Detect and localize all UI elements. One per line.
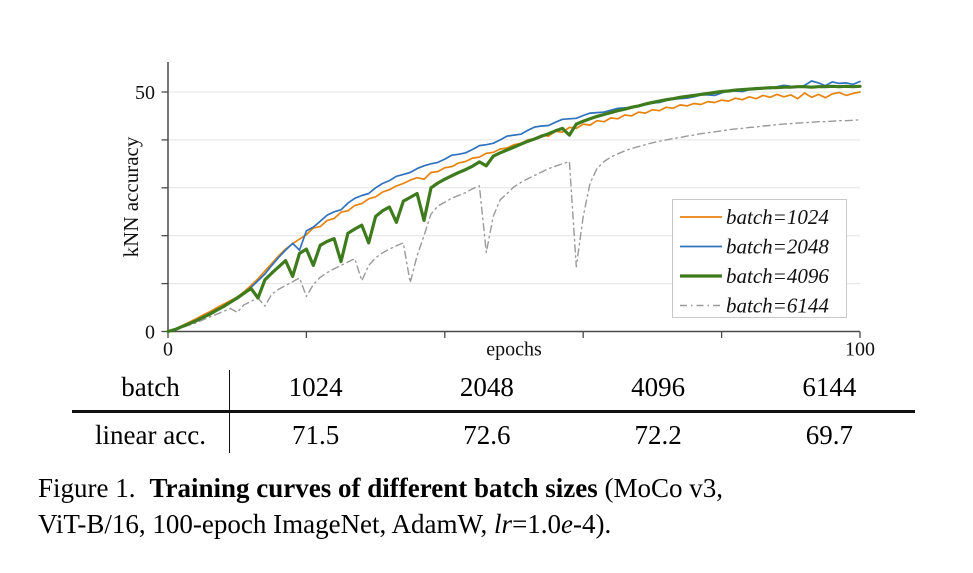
series-line-batch-6144 (167, 119, 861, 333)
caption-figure-label: Figure 1. (38, 473, 136, 503)
table-header-2048: 2048 (401, 370, 573, 413)
table-header-6144: 6144 (743, 370, 915, 413)
batch-accuracy-table: batch 1024 2048 4096 6144 linear acc. 71… (72, 370, 915, 453)
legend-label-batch-1024: batch=1024 (726, 205, 829, 229)
legend-box (672, 199, 847, 318)
table-cell-acc-4096: 72.2 (634, 420, 682, 450)
x-tick-label: 0 (163, 339, 173, 361)
legend-label-batch-4096: batch=4096 (726, 264, 829, 288)
training-curves-chart: 0 50 0 100 epochs kNN accuracy batch=1024 batch… (119, 62, 875, 361)
table-cell-acc-1024: 71.5 (292, 420, 340, 450)
table-cell-acc-2048: 72.6 (463, 420, 511, 450)
caption-line1-tail: (MoCo v3, (604, 473, 723, 503)
table-header-1024: 1024 (230, 370, 402, 413)
legend-label-batch-6144: batch=6144 (726, 294, 829, 318)
table-cell-linear-acc: linear acc. (72, 413, 230, 453)
x-axis-label: epochs (486, 339, 542, 361)
chart-svg: 0 50 0 100 epochs kNN accuracy batch=1024 batch… (119, 62, 875, 361)
legend (672, 199, 847, 318)
table-header-batch: batch (72, 370, 230, 413)
caption-lr-italic: lr (494, 509, 513, 539)
x-tick-label: 100 (845, 339, 875, 361)
caption-line2: ViT-B/16, 100-epoch ImageNet, AdamW, lr=… (38, 509, 612, 539)
y-tick-label: 50 (135, 82, 155, 104)
table-cell-acc-6144: 69.7 (805, 420, 853, 450)
caption-title: Training curves of different batch sizes (149, 473, 598, 503)
y-tick-label: 0 (145, 322, 155, 344)
series-line-batch-4096 (166, 84, 862, 334)
legend-label-batch-2048: batch=2048 (726, 235, 829, 259)
table-header-4096: 4096 (572, 370, 744, 413)
y-axis-label: kNN accuracy (119, 136, 143, 257)
caption-e-italic: e (561, 509, 574, 539)
figure-caption: Figure 1. Training curves of different ba… (38, 470, 943, 542)
